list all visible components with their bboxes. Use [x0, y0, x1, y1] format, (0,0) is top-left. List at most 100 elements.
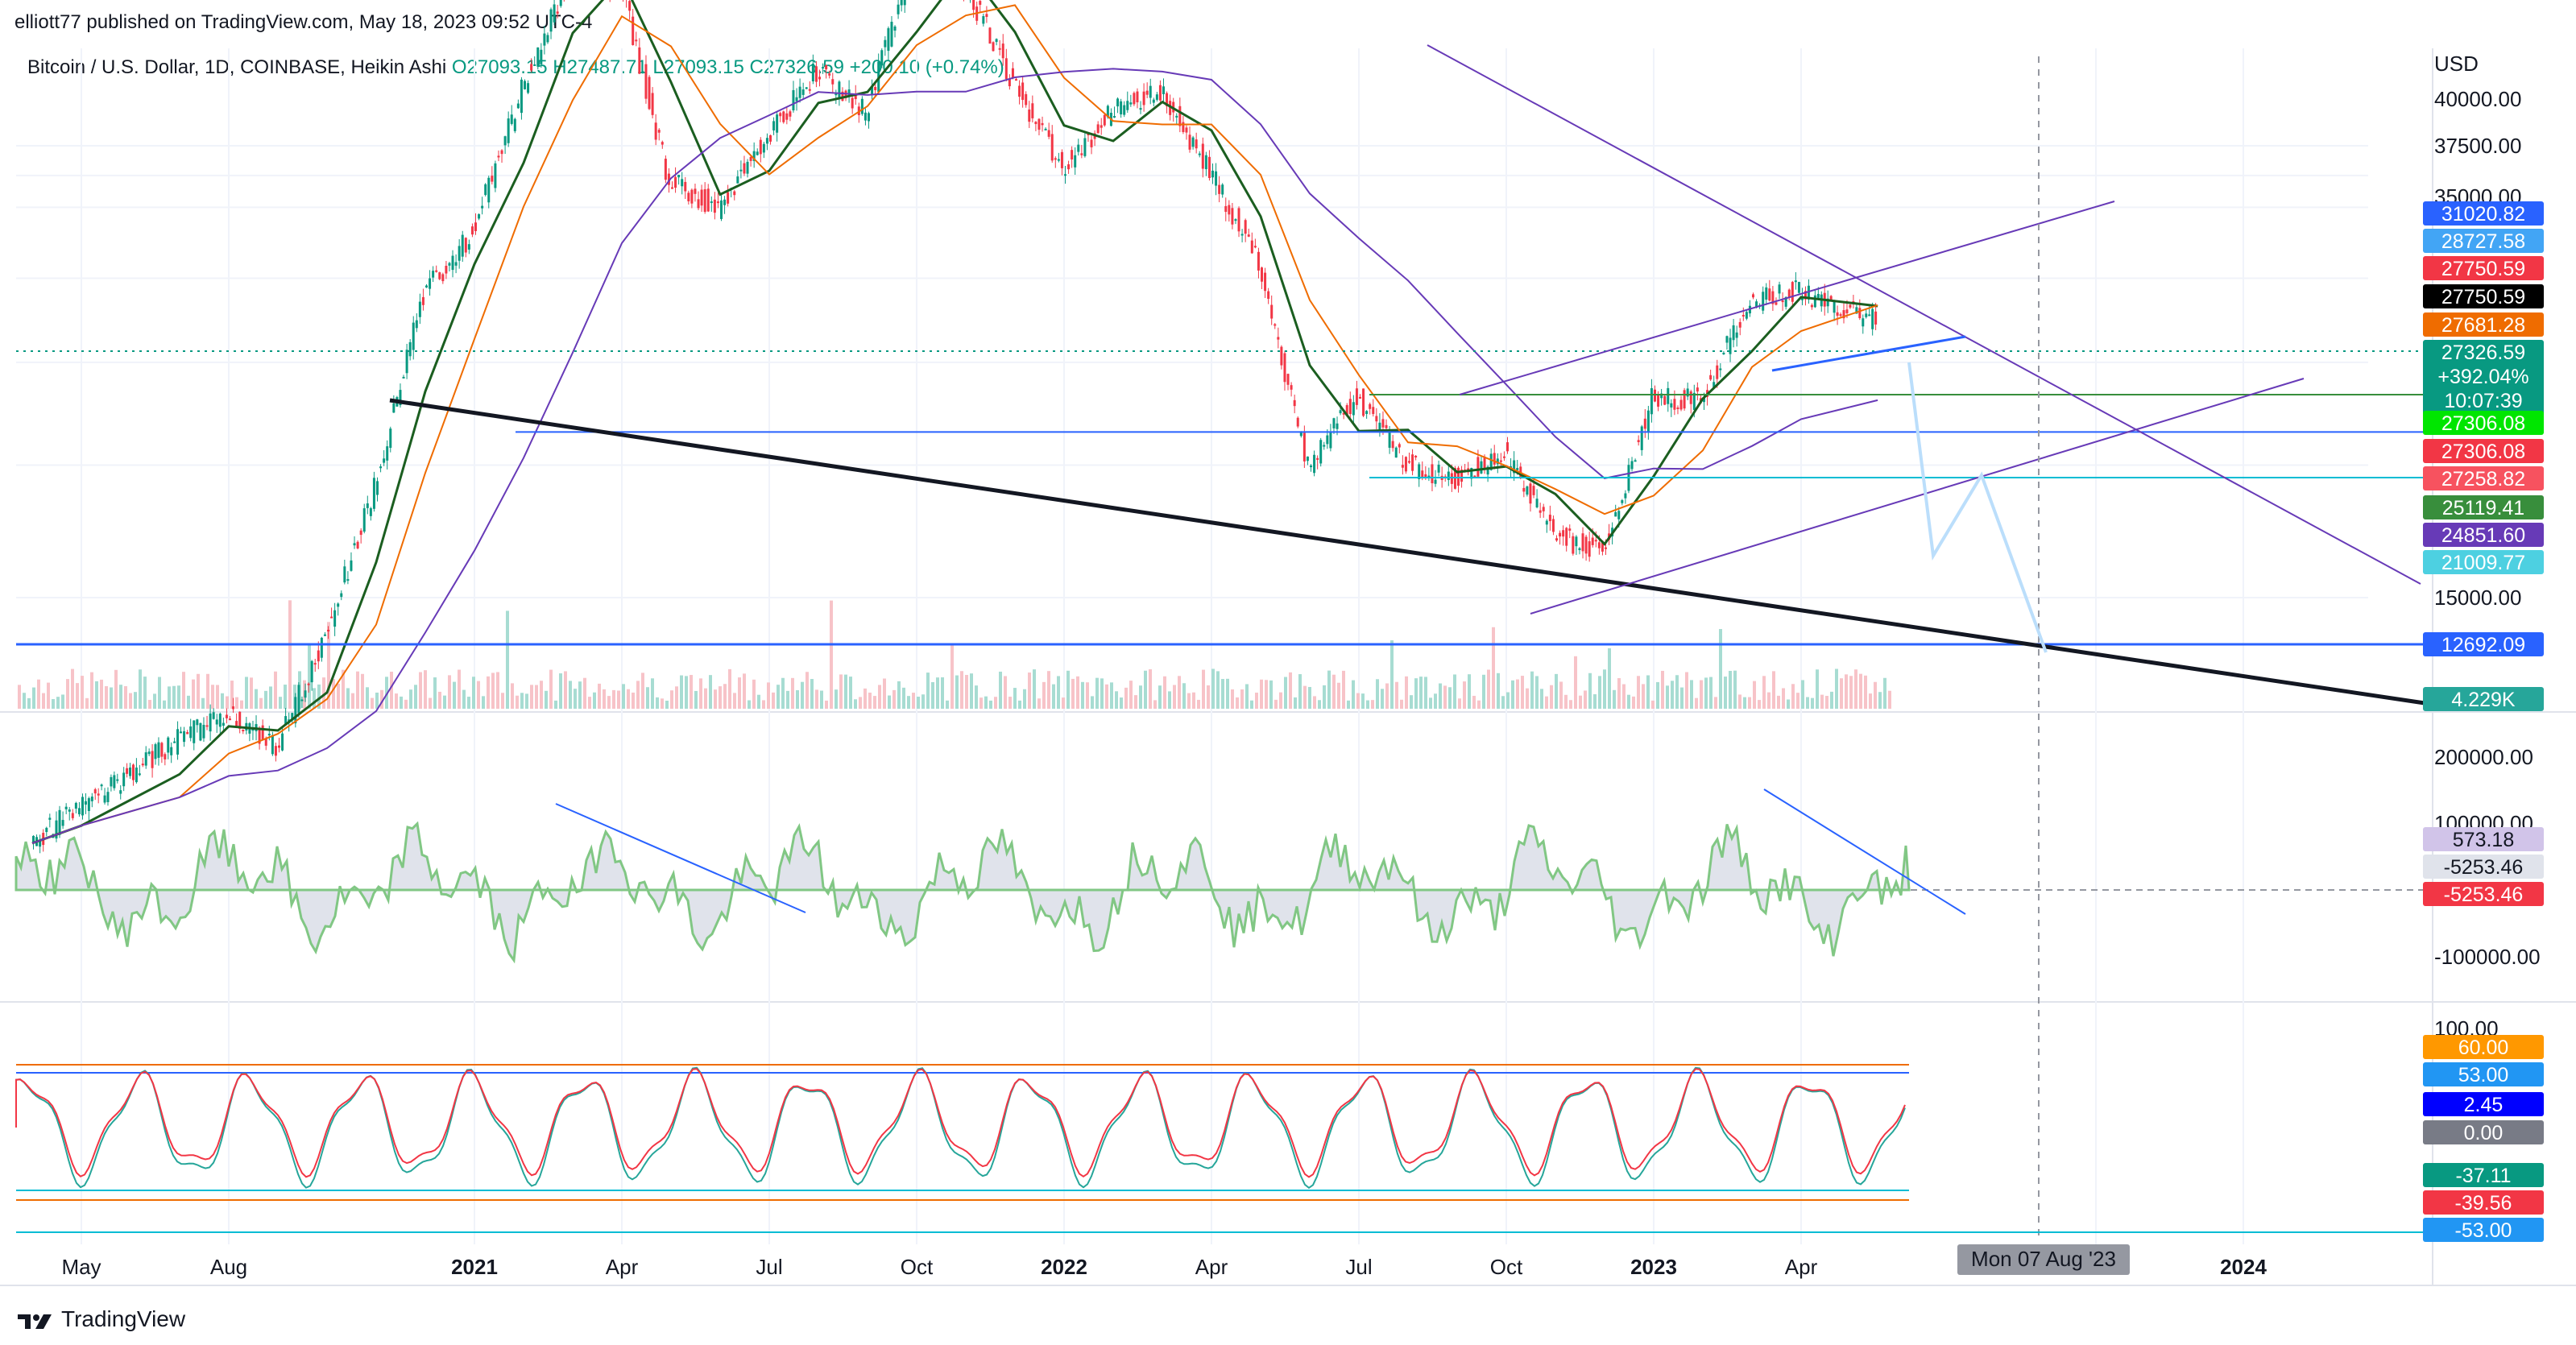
candle-body	[1868, 314, 1871, 317]
volume-bar	[458, 669, 461, 709]
candle-body	[1293, 399, 1296, 407]
volume-bar	[921, 694, 925, 709]
candle-body	[1329, 432, 1332, 449]
volume-bar	[1303, 685, 1307, 709]
volume-bar	[168, 686, 171, 709]
candle-body	[759, 139, 762, 155]
candle-body	[756, 151, 759, 155]
candle-body	[752, 151, 756, 161]
price-label-text: 21009.77	[2441, 552, 2525, 574]
volume-bar	[1356, 693, 1360, 709]
volume-bar	[1656, 681, 1659, 709]
candle-body	[536, 47, 540, 67]
candle-body	[1231, 208, 1234, 225]
candle-body	[831, 79, 835, 85]
volume-bar	[1492, 627, 1495, 709]
volume-bar	[1443, 685, 1447, 709]
volume-bar	[1646, 675, 1650, 709]
volume-bar	[1361, 693, 1365, 709]
candle-body	[1316, 457, 1319, 460]
volume-bar	[327, 622, 330, 709]
candle-body	[1529, 483, 1532, 504]
candle-body	[1323, 445, 1326, 447]
candle-body	[438, 272, 441, 279]
candle-body	[749, 156, 752, 161]
volume-bar	[1762, 676, 1766, 709]
candle-body	[1676, 407, 1679, 409]
volume-bar	[883, 678, 886, 709]
volume-bar	[1226, 678, 1229, 709]
volume-bar	[670, 690, 673, 709]
candle-body	[399, 390, 402, 406]
candle-body	[310, 660, 313, 683]
descending-trendline	[1427, 44, 2421, 585]
candle-body	[229, 718, 231, 721]
candle-body	[1224, 205, 1228, 213]
candle-body	[736, 176, 739, 184]
candle-body	[1555, 538, 1558, 541]
candle-body	[1797, 282, 1800, 293]
volume-bar	[1173, 685, 1176, 709]
volume-bar	[1439, 683, 1442, 709]
short-blue-trendline	[1771, 335, 1966, 372]
candle-body	[1336, 423, 1339, 429]
candle-body	[1670, 403, 1673, 408]
volume-bar	[1163, 676, 1166, 709]
candle-body	[135, 768, 138, 783]
candle-body	[1018, 85, 1021, 97]
candle-body	[1267, 291, 1270, 299]
candle-body	[356, 541, 359, 548]
volume-bar	[163, 700, 166, 709]
volume-bar	[936, 677, 939, 709]
candle-body	[215, 719, 218, 725]
volume-bar	[1535, 676, 1539, 709]
candle-body	[147, 751, 151, 755]
candle-body	[337, 603, 340, 607]
candle-body	[1657, 394, 1660, 407]
candle-body	[359, 530, 362, 536]
candle-body	[267, 734, 271, 736]
volume-bar	[1221, 679, 1224, 709]
candle-body	[1673, 399, 1676, 410]
volume-bar	[1062, 697, 1065, 709]
candle-body	[1858, 308, 1862, 319]
candle-body	[491, 176, 494, 182]
candle-body	[189, 726, 193, 739]
candle-body	[1431, 464, 1434, 483]
candle-body	[1499, 460, 1502, 462]
osc2-label-text: 0.00	[2464, 1122, 2504, 1144]
candle-body	[1572, 536, 1575, 554]
candle-body	[484, 184, 487, 196]
candle-body	[1588, 541, 1591, 557]
candle-body	[209, 713, 212, 732]
candle-body	[1493, 453, 1496, 465]
candle-body	[664, 159, 667, 180]
candle-body	[383, 458, 386, 463]
price-label-text: 27750.59	[2441, 286, 2525, 308]
volume-bar	[1023, 689, 1026, 709]
candle-body	[1207, 156, 1211, 178]
candle-body	[1162, 86, 1165, 95]
candle-body	[39, 840, 42, 847]
volume-bar	[1497, 672, 1500, 709]
candle-body	[131, 764, 135, 780]
volume-bar	[1642, 684, 1645, 709]
volume-bar	[230, 681, 234, 709]
osc2-label-text: 53.00	[2458, 1064, 2509, 1086]
candle-body	[1849, 304, 1852, 308]
volume-bar	[1651, 700, 1655, 709]
candle-body	[196, 719, 199, 726]
volume-bar	[1192, 692, 1195, 709]
volume-bar	[1801, 680, 1804, 709]
candle-body	[402, 376, 405, 379]
volume-bar	[119, 685, 122, 709]
candle-body	[706, 188, 710, 212]
candle-body	[386, 446, 389, 461]
candle-body	[474, 222, 477, 231]
volume-bar	[965, 675, 968, 709]
volume-bar	[612, 689, 615, 709]
volume-bar	[1202, 669, 1205, 709]
time-tick-label: Apr	[1195, 1255, 1228, 1279]
tradingview-brand[interactable]: TradingView	[16, 1306, 185, 1332]
